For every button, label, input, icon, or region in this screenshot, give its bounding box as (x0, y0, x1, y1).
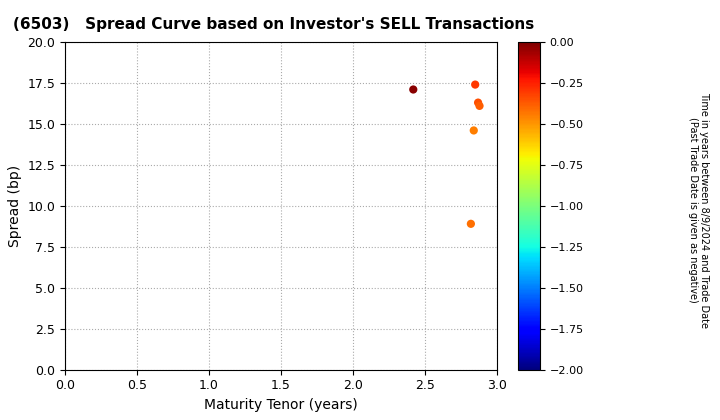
Text: Time in years between 8/9/2024 and Trade Date
(Past Trade Date is given as negat: Time in years between 8/9/2024 and Trade… (688, 92, 709, 328)
Point (474, 102, 485, 109)
Point (472, 99, 484, 106)
Text: (6503)   Spread Curve based on Investor's SELL Transactions: (6503) Spread Curve based on Investor's … (13, 17, 534, 32)
Point (408, 86, 419, 93)
Y-axis label: Spread (bp): Spread (bp) (8, 165, 22, 247)
Point (468, 127, 480, 134)
Point (465, 220, 477, 227)
Point (469, 81, 481, 88)
X-axis label: Maturity Tenor (years): Maturity Tenor (years) (204, 398, 358, 412)
